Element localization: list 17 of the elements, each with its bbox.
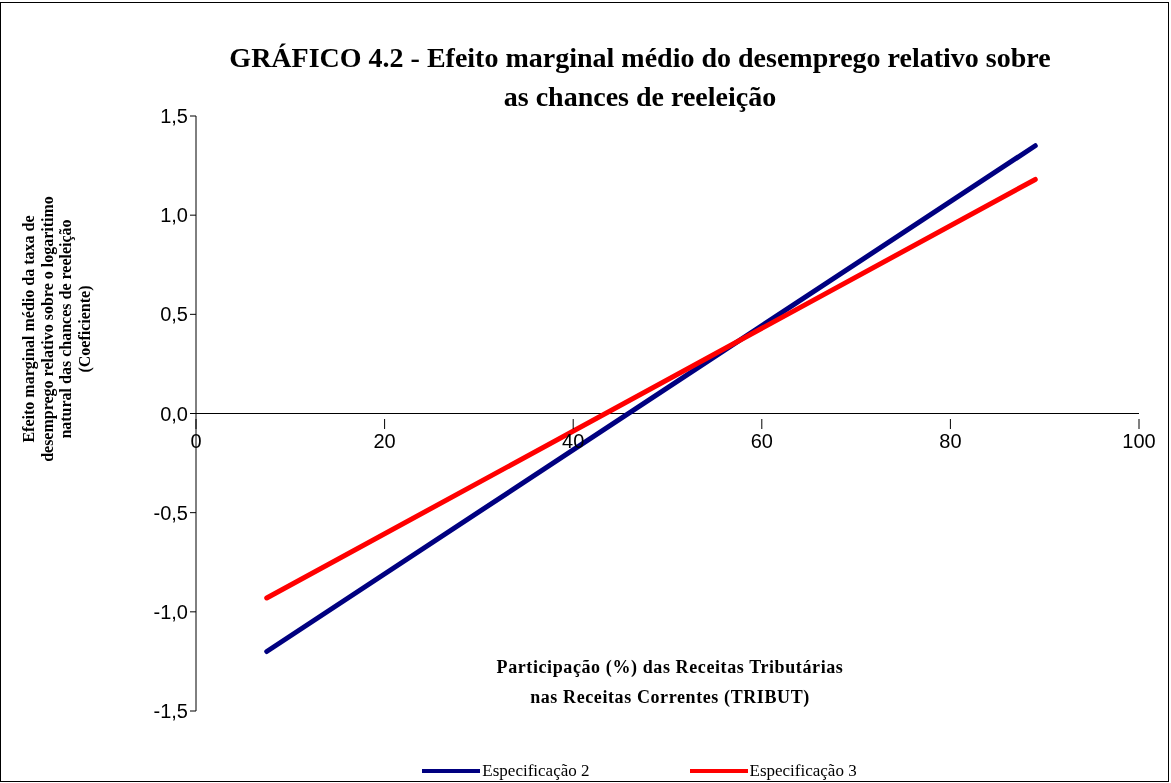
x-tick-label: 100 [1122, 430, 1156, 452]
y-tick-label: 1,0 [160, 204, 188, 227]
legend-label: Especificação 3 [749, 761, 857, 781]
y-tick-label: 1,5 [160, 105, 188, 128]
x-tick-label: 20 [373, 430, 396, 452]
x-axis-title: Participação (%) das Receitas Tributárias nas Receitas Correntes (TRIBUT) [495, 656, 845, 709]
chart-title: GRÁFICO 4.2 - Efeito marginal médio do desemprego relativo sobre as chances de reeleição [228, 41, 1052, 112]
y-tick-label: 0,0 [160, 402, 188, 425]
y-tick-label: -1,0 [153, 600, 188, 623]
x-tick-label: 60 [750, 430, 773, 452]
y-axis-title: Efeito marginal médio da taxa de desemprego relativo sobre o logaritimo natural das chances de reeleição (Coeficiente) [20, 196, 94, 462]
y-tick-label: 0,5 [160, 303, 188, 326]
x-tick-label: 80 [939, 430, 962, 452]
y-tick-label: -0,5 [153, 501, 188, 524]
x-tick-label: 0 [190, 430, 202, 452]
legend-label: Especificação 2 [482, 761, 590, 781]
y-tick-label: -1,5 [153, 700, 188, 723]
